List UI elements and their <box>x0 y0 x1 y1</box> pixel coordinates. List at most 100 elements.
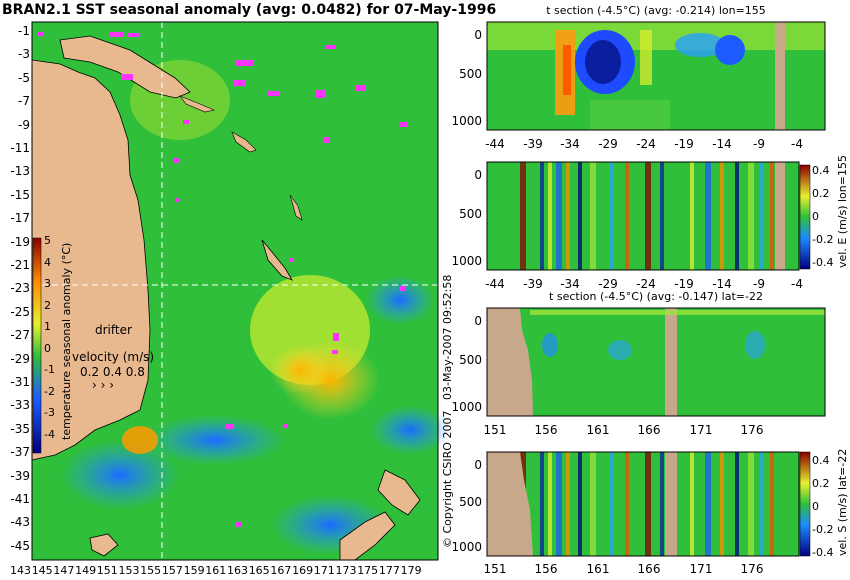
velocity-stripe <box>548 452 552 556</box>
panel-x-tick: -14 <box>712 277 732 291</box>
sst-map <box>31 21 450 561</box>
velocity-stripe <box>566 162 570 270</box>
lon-tick-label: 143 <box>10 564 31 577</box>
panel-x-tick: -29 <box>598 277 618 291</box>
velocity-stripe <box>748 452 754 556</box>
vel-colorbar-tick: 0.4 <box>812 454 830 467</box>
sst-colorbar-tick: 1 <box>44 320 51 333</box>
lat-tick-label: -33 <box>10 398 30 413</box>
panel-x-tick: 171 <box>689 562 713 576</box>
lon-tick-label: 179 <box>400 564 422 577</box>
velocity-stripe <box>770 452 774 556</box>
velocity-stripe <box>556 452 562 556</box>
vel-colorbar-tick: 0 <box>812 210 819 223</box>
island-land <box>289 194 303 221</box>
lat-tick-label: -29 <box>10 351 30 366</box>
velocity-stripe <box>645 162 651 270</box>
cool-anomaly <box>60 440 180 510</box>
velocity-stripe <box>610 162 614 270</box>
sst-colorbar-tick: 0 <box>44 341 51 355</box>
panel-x-tick: -14 <box>712 137 732 151</box>
panel-x-tick: 156 <box>534 562 558 576</box>
lat-tick-label: -15 <box>10 187 30 202</box>
lat-tick-label: -21 <box>10 258 30 272</box>
panel-x-tick: -19 <box>674 137 694 151</box>
vel-colorbar-tick: -0.2 <box>812 233 834 246</box>
panel-x-tick: 171 <box>689 423 713 437</box>
cool-anomaly <box>370 405 450 455</box>
velocity-stripe <box>540 162 544 270</box>
vel-e-colorbar <box>799 164 811 270</box>
lat-tick-label: -17 <box>10 211 30 226</box>
sst-colorbar-tick: 5 <box>44 234 51 247</box>
lat-tick-label: -27 <box>10 328 30 343</box>
velocity-stripe <box>625 452 629 556</box>
velocity-stripe <box>748 162 754 270</box>
lon-tick-label: 147 <box>53 564 75 577</box>
lon-tick-label: 157 <box>161 564 183 577</box>
lon-tick-label: 153 <box>118 564 140 577</box>
panel-x-tick: 176 <box>740 423 764 437</box>
lon-tick-label: 149 <box>75 564 97 577</box>
island-land <box>231 131 257 153</box>
vel-e-colorbar-label: vel. E (m/s) lon=155 <box>836 155 849 268</box>
lon-tick-label: 159 <box>183 564 205 577</box>
panel-x-tick: -34 <box>560 137 580 151</box>
velocity-stripe <box>610 452 614 556</box>
copyright: © Copyright CSIRO 2007 <box>441 410 454 548</box>
velocity-stripe <box>590 452 596 556</box>
lat-tick-label: -9 <box>18 117 30 132</box>
vel-colorbar-tick: -0.4 <box>812 256 834 269</box>
lat-tick-label: -5 <box>18 70 30 85</box>
velocity-stripe <box>760 452 764 556</box>
velocity-stripe <box>520 162 526 270</box>
cool-anomaly <box>145 415 285 465</box>
panel-x-tick: 166 <box>637 562 661 576</box>
vel-s-colorbar-label: vel. S (m/s) lat=-22 <box>836 448 849 556</box>
sst-colorbar-tick: 3 <box>44 277 51 290</box>
panel-x-tick: -39 <box>523 137 543 151</box>
panel-depth-tick: 0 <box>474 28 482 42</box>
lon-tick-label: 173 <box>335 564 357 577</box>
panel-3-title: t section (-4.5°C) (avg: -0.147) lat=-22 <box>549 290 763 303</box>
lon-tick-label: 151 <box>96 564 118 577</box>
panel-x-tick: -19 <box>674 277 694 291</box>
new-guinea-land <box>59 35 191 99</box>
cool-anomaly <box>365 275 435 325</box>
warm-anomaly <box>122 426 158 454</box>
panel-x-tick: -44 <box>485 277 505 291</box>
nz-north-island-land <box>377 469 421 516</box>
map-frame <box>31 21 439 561</box>
panel-depth-tick: 0 <box>474 168 482 182</box>
velocity-stripe <box>590 162 596 270</box>
panel-x-tick: 156 <box>534 423 558 437</box>
velocity-stripe <box>660 452 664 556</box>
lon-tick-label: 145 <box>31 564 53 577</box>
legend-velocity-values: 0.2 0.4 0.8 <box>80 365 145 379</box>
lat-tick-label: -3 <box>18 47 30 62</box>
lon-tick-label: 163 <box>227 564 248 577</box>
lon-tick-label: 169 <box>292 564 314 577</box>
legend-velocity-title: velocity (m/s) <box>72 350 155 364</box>
panel-x-tick: 151 <box>483 423 507 437</box>
velocity-stripe <box>705 452 711 556</box>
panel-x-tick: 161 <box>586 423 610 437</box>
lat-tick-label: -1 <box>18 24 30 38</box>
new-caledonia-land <box>261 239 293 281</box>
panel-1-title: t section (-4.5°C) (avg: -0.214) lon=155 <box>546 4 766 17</box>
lon-tick-label: 161 <box>205 564 227 577</box>
velocity-stripe <box>720 162 724 270</box>
sst-colorbar-tick: -2 <box>44 384 55 398</box>
panel-x-tick: -24 <box>636 137 656 151</box>
legend-drifter-label: drifter <box>95 323 132 337</box>
panel-depth-tick: 500 <box>459 353 482 367</box>
timestamp: 03-May-2007 09:52:58 <box>441 274 454 400</box>
velocity-stripe <box>660 162 664 270</box>
lat-tick-label: -31 <box>10 375 30 389</box>
panel-3 <box>486 307 826 417</box>
panel-x-tick: -24 <box>636 277 656 291</box>
velocity-stripe <box>578 162 582 270</box>
panel-depth-tick: 1000 <box>451 540 482 554</box>
velocity-stripe <box>540 452 544 556</box>
lon-tick-label: 171 <box>313 564 335 577</box>
